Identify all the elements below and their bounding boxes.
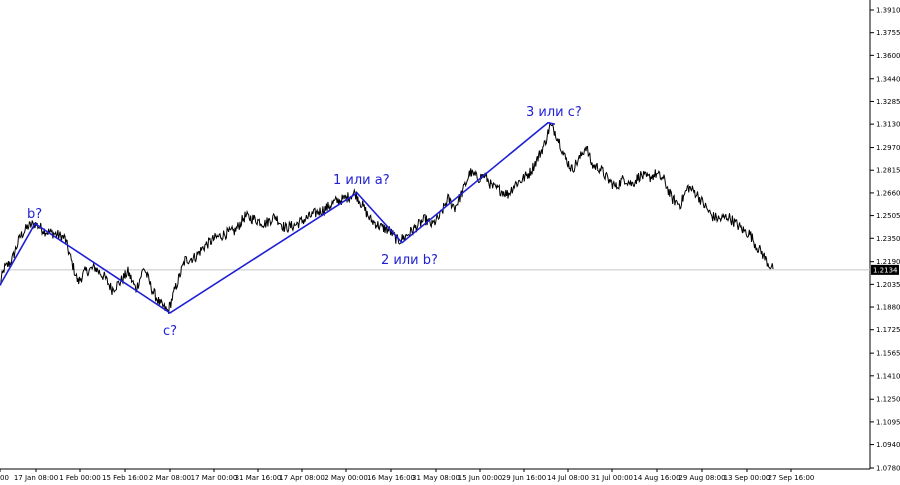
y-tick-label: 1.3130 bbox=[876, 121, 900, 129]
x-tick-label: 17 Mar 00:00 bbox=[191, 474, 238, 482]
x-tick-label: 31 May 08:00 bbox=[412, 474, 460, 482]
wave-labels-group: b? c? 1 или a? 2 или b? 3 или c? bbox=[27, 105, 582, 339]
wave-label: 2 или b? bbox=[381, 253, 438, 268]
y-tick-label: 1.1725 bbox=[876, 326, 900, 334]
x-tick-label: 15 Jun 00:00 bbox=[458, 474, 502, 482]
y-tick-label: 1.2190 bbox=[876, 258, 900, 266]
x-axis: 00 17 Jan 08:00 1 Feb 00:00 15 Feb 16:00 2 M… bbox=[0, 469, 814, 482]
x-tick-label: 31 Jul 00:00 bbox=[591, 474, 633, 482]
current-price-tag: 1.2134 bbox=[871, 264, 899, 275]
y-tick-label: 1.2035 bbox=[876, 281, 900, 289]
y-tick-label: 1.2815 bbox=[876, 167, 900, 175]
y-tick-label: 1.1095 bbox=[876, 418, 900, 426]
x-tick-label: 2 May 00:00 bbox=[324, 474, 368, 482]
x-tick-label: 17 Jan 08:00 bbox=[14, 474, 58, 482]
y-tick-label: 1.3285 bbox=[876, 98, 900, 106]
wave-label: 1 или a? bbox=[333, 173, 390, 188]
wave-label: 3 или c? bbox=[526, 105, 582, 120]
x-tick-label: 29 Aug 08:00 bbox=[678, 474, 725, 482]
x-tick-label: 00 bbox=[0, 474, 9, 482]
y-tick-label: 1.2660 bbox=[876, 189, 900, 197]
y-tick-label: 1.1565 bbox=[876, 350, 900, 358]
x-tick-label: 27 Sep 16:00 bbox=[768, 474, 815, 482]
y-axis: 1.3910 1.3755 1.3600 1.3440 1.3285 1.3130 1.29… bbox=[870, 7, 900, 473]
y-tick-label: 1.1410 bbox=[876, 372, 900, 380]
x-tick-label: 13 Sep 00:00 bbox=[724, 474, 771, 482]
wave-label: b? bbox=[27, 207, 42, 222]
x-tick-label: 14 Jul 08:00 bbox=[547, 474, 589, 482]
price-series-group bbox=[0, 121, 774, 314]
y-tick-label: 1.3910 bbox=[876, 7, 900, 15]
y-tick-label: 1.1880 bbox=[876, 304, 900, 312]
y-tick-label: 1.1250 bbox=[876, 396, 900, 404]
x-tick-label: 16 May 16:00 bbox=[367, 474, 415, 482]
price-tag-label: 1.2134 bbox=[873, 266, 898, 274]
x-tick-label: 15 Feb 16:00 bbox=[102, 474, 148, 482]
x-tick-label: 31 Mar 16:00 bbox=[235, 474, 282, 482]
y-tick-label: 1.2505 bbox=[876, 212, 900, 220]
y-tick-label: 1.3755 bbox=[876, 29, 900, 37]
y-tick-label: 1.2970 bbox=[876, 144, 900, 152]
x-tick-label: 17 Apr 08:00 bbox=[279, 474, 325, 482]
y-tick-label: 1.3600 bbox=[876, 52, 900, 60]
price-tag-box bbox=[871, 264, 899, 275]
price-series-line bbox=[0, 121, 774, 314]
y-tick-label: 1.0940 bbox=[876, 441, 900, 449]
x-tick-label: 1 Feb 00:00 bbox=[59, 474, 100, 482]
wave-line bbox=[0, 121, 556, 314]
y-tick-label: 1.3440 bbox=[876, 75, 900, 83]
x-tick-label: 2 Mar 08:00 bbox=[149, 474, 191, 482]
x-tick-label: 29 Jun 16:00 bbox=[502, 474, 546, 482]
y-tick-label: 1.2350 bbox=[876, 235, 900, 243]
wave-label: c? bbox=[163, 324, 177, 339]
y-tick-label: 1.0780 bbox=[876, 465, 900, 473]
wave-lines-group bbox=[0, 121, 556, 314]
x-tick-label: 14 Aug 16:00 bbox=[633, 474, 680, 482]
